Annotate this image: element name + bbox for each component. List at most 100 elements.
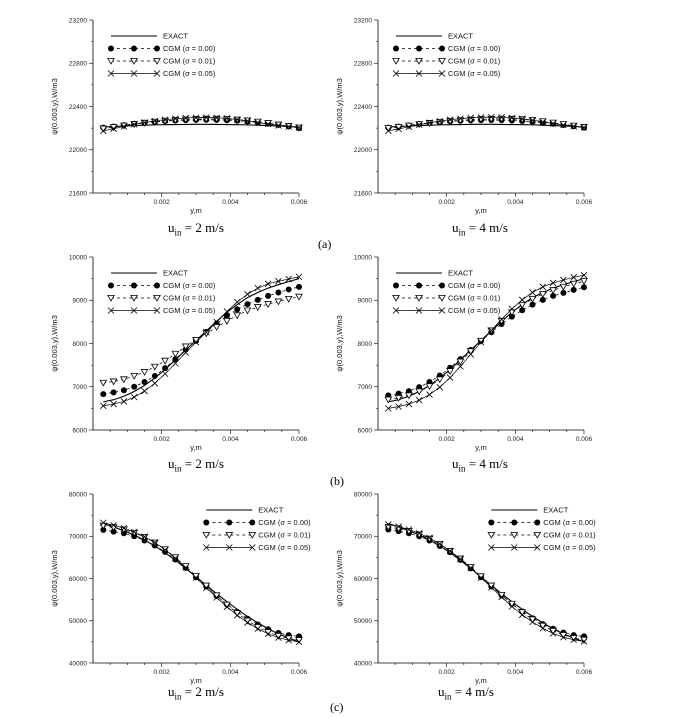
uin-label-a-left: uin = 2 m/s [168, 220, 224, 238]
x-tick-label: 0.006 [576, 436, 593, 443]
cgm-line [388, 274, 585, 409]
x-tick-label: 0.004 [507, 669, 524, 676]
x-tick-label: 0.004 [507, 436, 524, 443]
legend-marker [107, 70, 115, 77]
legend-marker [533, 532, 542, 539]
legend-label: CGM (σ = 0.01) [448, 294, 501, 303]
x-tick-label: 0.004 [222, 199, 239, 206]
data-point [405, 526, 413, 533]
legend-marker [415, 307, 423, 314]
y-tick-label: 6000 [358, 427, 373, 434]
data-point [285, 123, 292, 130]
x-tick-label: 0.006 [576, 669, 593, 676]
data-point [384, 396, 393, 404]
data-point [213, 318, 220, 326]
series-3 [100, 273, 303, 410]
y-tick-label: 8000 [73, 341, 88, 348]
data-point [580, 278, 588, 286]
data-point [488, 584, 495, 591]
uin-label-b-right: uin = 4 m/s [452, 456, 508, 474]
data-point [415, 396, 423, 404]
y-tick-label: 23200 [354, 17, 372, 24]
row-label-a: (a) [318, 237, 332, 251]
data-point [498, 114, 505, 121]
data-point [457, 555, 464, 563]
data-point [488, 327, 495, 334]
y-tick-label: 22400 [354, 104, 372, 111]
legend-marker [131, 45, 137, 52]
y-tick-label: 50000 [354, 618, 372, 625]
data-point [161, 116, 169, 123]
data-point [141, 533, 148, 540]
legend-marker [154, 282, 160, 289]
legend-marker [392, 307, 400, 314]
legend-marker [203, 519, 210, 526]
x-tick-label: 0.006 [291, 669, 308, 676]
data-point [162, 365, 169, 372]
data-point [570, 636, 577, 644]
data-point [264, 630, 272, 638]
data-point [100, 526, 107, 533]
uin-label-c-left: uin = 2 m/s [168, 684, 224, 702]
data-point [519, 307, 526, 314]
y-tick-label: 70000 [354, 534, 372, 541]
data-point [285, 275, 292, 283]
data-point [549, 279, 557, 287]
series-2 [384, 115, 588, 132]
data-point [234, 306, 241, 313]
x-tick-label: 0.006 [576, 199, 593, 206]
data-point [130, 372, 139, 380]
data-point [539, 296, 546, 303]
data-point [508, 305, 516, 313]
data-point [223, 603, 231, 611]
legend-marker [249, 544, 256, 551]
x-tick-label: 0.002 [154, 436, 171, 443]
legend-marker [416, 282, 422, 289]
legend-marker [488, 544, 495, 551]
legend-label: EXACT [258, 506, 283, 515]
data-point [508, 603, 516, 610]
legend-marker [392, 70, 400, 77]
legend-marker [249, 519, 256, 526]
x-tick-label: 0.002 [439, 669, 456, 676]
data-point [213, 594, 220, 601]
data-point [456, 358, 465, 366]
series-0 [103, 278, 300, 403]
y-tick-label: 40000 [69, 660, 87, 667]
data-point [560, 289, 567, 296]
legend-label: CGM (σ = 0.00) [258, 518, 311, 527]
data-point [405, 400, 413, 408]
x-axis-label: y,m [190, 206, 202, 215]
data-point [415, 388, 424, 396]
data-point [385, 521, 392, 528]
data-point [457, 115, 464, 122]
data-point [539, 118, 547, 126]
legend-label: CGM (σ = 0.00) [163, 281, 216, 290]
x-tick-label: 0.002 [154, 669, 171, 676]
legend-marker [393, 282, 399, 289]
y-tick-label: 50000 [69, 618, 87, 625]
data-point [161, 357, 169, 365]
x-axis-label: y,m [475, 443, 487, 452]
legend-marker [439, 45, 445, 52]
x-tick-label: 0.004 [507, 199, 524, 206]
chart-b-left: 6000 7000 8000 9000 10000 0.002 0.004 0.006 y,m ψ… [50, 254, 308, 452]
data-point [498, 593, 505, 601]
series-3 [385, 113, 588, 135]
data-point [151, 380, 159, 387]
legend: EXACT CGM (σ = 0.00) CGM (σ = 0.01) CGM (σ … [107, 269, 216, 315]
data-point [120, 123, 128, 130]
y-axis-label: ψ(0.003,y),W/m3 [335, 550, 344, 607]
data-point [100, 127, 107, 135]
series-2 [384, 523, 588, 644]
data-point [203, 114, 210, 121]
x-tick-label: 0.002 [439, 436, 456, 443]
data-point [131, 383, 138, 390]
data-point [518, 302, 527, 309]
legend-marker [534, 519, 541, 526]
y-tick-label: 22000 [354, 147, 372, 154]
data-point [467, 114, 474, 122]
cgm-line [388, 286, 585, 396]
data-point [110, 528, 117, 535]
data-point [120, 387, 127, 394]
